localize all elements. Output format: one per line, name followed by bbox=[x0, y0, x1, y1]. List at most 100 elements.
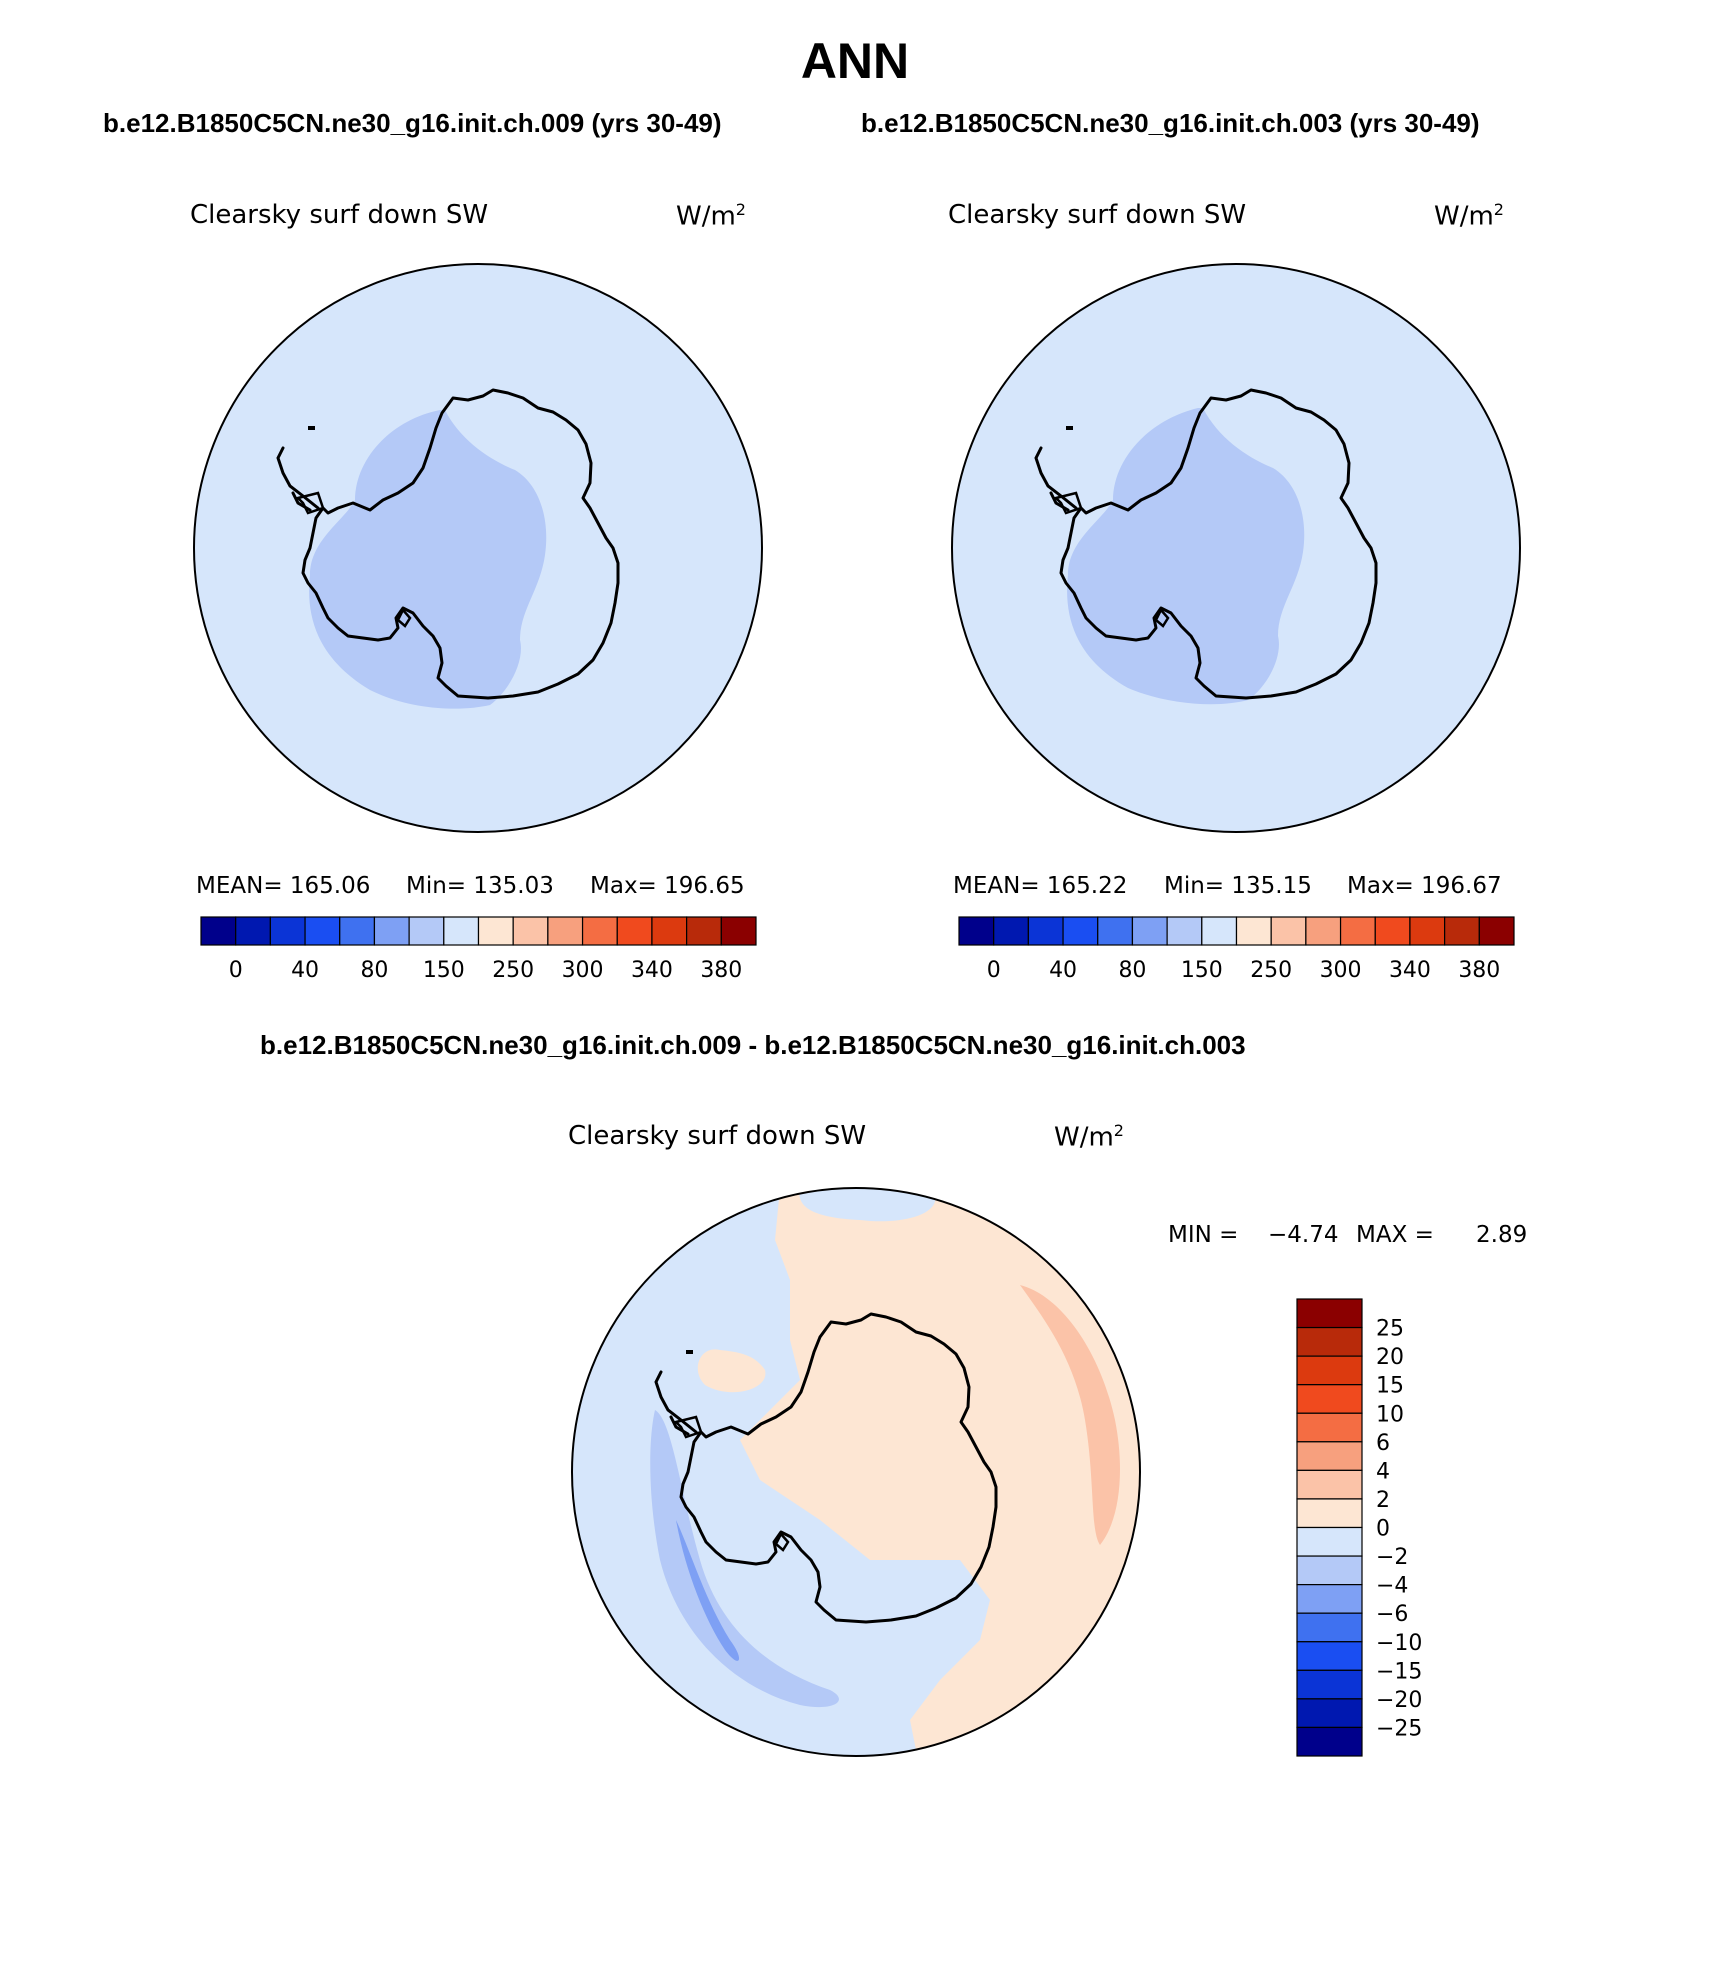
panel-1-colorbar-swatch bbox=[512, 916, 549, 946]
difference-title: b.e12.B1850C5CN.ne30_g16.init.ch.009 - b… bbox=[260, 1030, 1246, 1060]
diff-colorbar-tick-label: 6 bbox=[1376, 1431, 1390, 1456]
panel-1-colorbar-swatch bbox=[235, 916, 271, 946]
diff-colorbar-swatch bbox=[1296, 1641, 1363, 1671]
panel-2-colorbar-swatch bbox=[993, 916, 1029, 946]
panel-2-colorbar-tick-label: 250 bbox=[1250, 958, 1292, 983]
diff-colorbar-swatch bbox=[1296, 1412, 1363, 1443]
panel-2-colorbar-swatch bbox=[1235, 916, 1272, 946]
diff-colorbar-tick-label: −2 bbox=[1376, 1545, 1408, 1570]
diff-colorbar-tick-label: −25 bbox=[1376, 1716, 1422, 1741]
panel-2-min: Min= 135.15 bbox=[1164, 873, 1312, 899]
panel-1-colorbar-swatch bbox=[616, 916, 653, 946]
difference-map bbox=[572, 1188, 1140, 1756]
panel-1-colorbar-swatch bbox=[200, 916, 237, 946]
panel-2-case-title: b.e12.B1850C5CN.ne30_g16.init.ch.003 (yr… bbox=[861, 108, 1480, 138]
panel-1-colorbar-swatch bbox=[477, 916, 514, 946]
panel-1-colorbar-tick-label: 40 bbox=[291, 958, 319, 983]
panel-2-colorbar-swatch bbox=[1374, 916, 1411, 946]
diff-colorbar-swatch bbox=[1296, 1612, 1363, 1643]
panel-1-colorbar: 0 40 80 150 250 300 340 380 bbox=[200, 916, 757, 983]
panel-1-colorbar-swatch bbox=[339, 916, 376, 946]
diff-colorbar-swatch bbox=[1296, 1326, 1363, 1357]
panel-2-colorbar-swatch bbox=[1201, 916, 1238, 946]
panel-1-colorbar-swatch bbox=[269, 916, 306, 946]
panel-2-colorbar-swatch bbox=[1339, 916, 1376, 946]
panel-2-units-label: W/m2 bbox=[1434, 200, 1504, 232]
panel-1-colorbar-swatch bbox=[373, 916, 410, 946]
diff-colorbar-swatch bbox=[1296, 1441, 1363, 1471]
panel-1-colorbar-tick-label: 80 bbox=[360, 958, 388, 983]
panel-1-colorbar-tick-label: 150 bbox=[423, 958, 465, 983]
panel-2-colorbar: 0 40 80 150 250 300 340 380 bbox=[958, 916, 1515, 983]
panel-1-colorbar-tick-label: 380 bbox=[700, 958, 742, 983]
diff-colorbar-tick-label: 4 bbox=[1376, 1459, 1390, 1484]
diff-units-label: W/m2 bbox=[1054, 1121, 1124, 1153]
diff-colorbar-tick-label: 2 bbox=[1376, 1488, 1390, 1513]
panel-1-colorbar-swatch bbox=[651, 916, 688, 946]
panel-1-colorbar-swatch bbox=[443, 916, 480, 946]
diff-colorbar-swatch bbox=[1296, 1584, 1363, 1614]
panel-2-colorbar-swatch bbox=[1305, 916, 1342, 946]
panel-2-colorbar-swatch bbox=[1062, 916, 1099, 946]
panel-2-map bbox=[952, 264, 1520, 832]
panel-1-colorbar-swatch bbox=[408, 916, 445, 946]
diff-colorbar-tick-label: −6 bbox=[1376, 1602, 1408, 1627]
panel-1-colorbar-tick-label: 300 bbox=[562, 958, 604, 983]
panel-2-colorbar-swatch bbox=[1166, 916, 1203, 946]
panel-2-colorbar-swatch bbox=[1478, 916, 1515, 946]
diff-min-label: MIN = bbox=[1168, 1222, 1239, 1248]
panel-2-colorbar-swatch bbox=[1270, 916, 1307, 946]
panel-1-variable-label: Clearsky surf down SW bbox=[190, 200, 489, 230]
diff-colorbar-swatch bbox=[1296, 1469, 1363, 1500]
diff-min-value: −4.74 bbox=[1268, 1222, 1339, 1248]
panel-1-colorbar-swatch bbox=[304, 916, 341, 946]
panel-2-variable-label: Clearsky surf down SW bbox=[948, 200, 1247, 230]
panel-2-colorbar-swatch bbox=[1027, 916, 1064, 946]
panel-2-colorbar-swatch bbox=[1097, 916, 1134, 946]
panel-2-max: Max= 196.67 bbox=[1347, 873, 1502, 899]
panel-2-colorbar-tick-label: 340 bbox=[1389, 958, 1431, 983]
diff-colorbar-swatch bbox=[1296, 1355, 1363, 1386]
diff-colorbar-swatch bbox=[1296, 1498, 1363, 1529]
panel-2-colorbar-tick-label: 380 bbox=[1458, 958, 1500, 983]
panel-1-colorbar-swatch bbox=[581, 916, 618, 946]
diff-colorbar-swatch bbox=[1296, 1669, 1363, 1700]
panel-1-colorbar-swatch bbox=[547, 916, 584, 946]
diff-colorbar-swatch bbox=[1296, 1698, 1363, 1729]
panel-1-max: Max= 196.65 bbox=[590, 873, 745, 899]
diff-colorbar-swatch bbox=[1296, 1384, 1363, 1414]
panel-1-colorbar-tick-label: 340 bbox=[631, 958, 673, 983]
panel-2-mean: MEAN= 165.22 bbox=[953, 873, 1128, 899]
diff-colorbar-tick-label: 25 bbox=[1376, 1317, 1404, 1342]
panel-2-colorbar-swatch bbox=[1444, 916, 1480, 946]
panel-1-colorbar-swatch bbox=[686, 916, 722, 946]
panel-2-colorbar-swatch bbox=[1131, 916, 1168, 946]
diff-colorbar-tick-label: −15 bbox=[1376, 1659, 1422, 1684]
diff-colorbar-tick-label: 0 bbox=[1376, 1517, 1390, 1542]
diff-colorbar-swatch bbox=[1296, 1555, 1363, 1586]
panel-1-case-title: b.e12.B1850C5CN.ne30_g16.init.ch.009 (yr… bbox=[103, 108, 722, 138]
diff-colorbar-tick-label: 10 bbox=[1376, 1402, 1404, 1427]
panel-1-mean: MEAN= 165.06 bbox=[196, 873, 371, 899]
panel-2-colorbar-tick-label: 40 bbox=[1049, 958, 1077, 983]
diff-colorbar-tick-label: −20 bbox=[1376, 1688, 1422, 1713]
panel-1-map bbox=[194, 264, 762, 832]
panel-1-min: Min= 135.03 bbox=[406, 873, 554, 899]
panel-2-colorbar-tick-label: 300 bbox=[1320, 958, 1362, 983]
figure-title: ANN bbox=[800, 33, 910, 89]
diff-max-value: 2.89 bbox=[1476, 1222, 1528, 1248]
diff-colorbar-swatch bbox=[1296, 1298, 1363, 1329]
diff-colorbar-tick-label: 15 bbox=[1376, 1374, 1404, 1399]
panel-1-units-label: W/m2 bbox=[676, 200, 746, 232]
panel-1-colorbar-tick-label: 250 bbox=[492, 958, 534, 983]
panel-1-colorbar-tick-label: 0 bbox=[229, 958, 243, 983]
diff-colorbar-tick-label: 20 bbox=[1376, 1345, 1404, 1370]
diff-max-label: MAX = bbox=[1356, 1222, 1434, 1248]
panel-2-colorbar-tick-label: 0 bbox=[987, 958, 1001, 983]
diff-colorbar-swatch bbox=[1296, 1526, 1363, 1557]
diff-colorbar-tick-label: −4 bbox=[1376, 1574, 1408, 1599]
panel-2-colorbar-swatch bbox=[1409, 916, 1446, 946]
diff-colorbar-swatch bbox=[1296, 1726, 1363, 1757]
